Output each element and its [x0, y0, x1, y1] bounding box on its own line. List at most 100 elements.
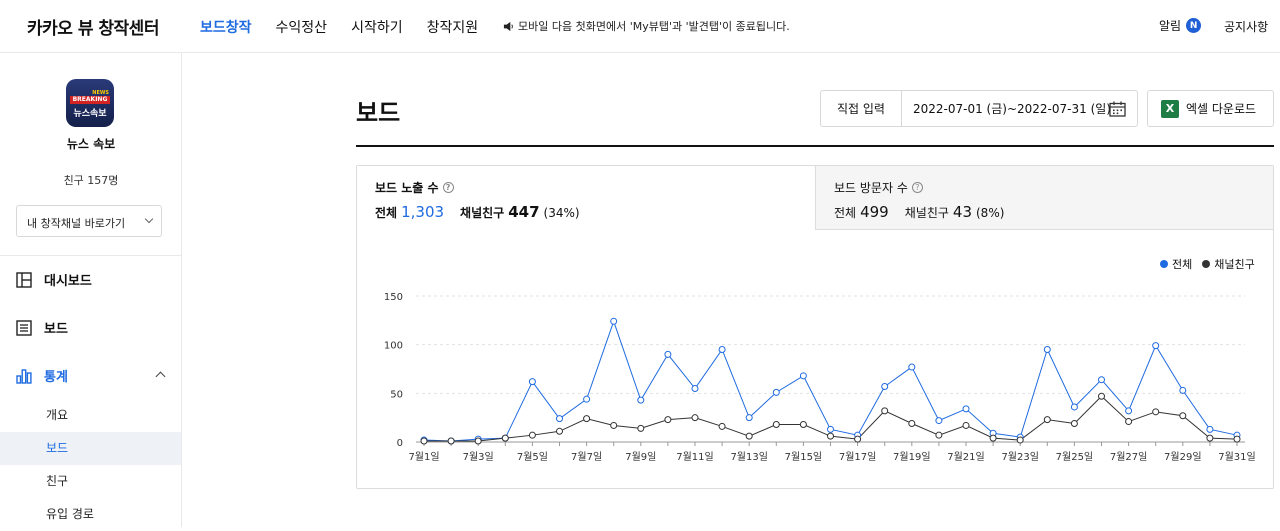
legend-dot: [1160, 260, 1168, 268]
data-point-total: [962, 405, 970, 413]
data-point-friends: [1016, 436, 1024, 444]
data-point-friends: [799, 420, 807, 428]
date-range-picker[interactable]: 2022-07-01 (금)~2022-07-31 (일): [902, 91, 1137, 126]
speaker-icon: [503, 21, 513, 31]
friends-percent: (8%): [976, 206, 1005, 220]
notices-link[interactable]: 공지사항: [1224, 20, 1269, 34]
y-tick-label: 0: [397, 438, 403, 449]
x-tick-label: 7월13일: [730, 451, 768, 463]
data-point-friends: [691, 414, 699, 422]
data-point-friends: [908, 420, 916, 428]
legend-label: 채널친구: [1214, 258, 1255, 271]
stats-card: 보드 노출 수? 전체 1,303 채널친구 447 (34%) 보드 방문자 …: [356, 165, 1274, 489]
friend-count: 친구 157명: [63, 174, 119, 187]
data-point-friends: [1043, 416, 1051, 424]
chevron-down-icon: [144, 214, 154, 224]
friends-value: 447: [508, 203, 540, 221]
sidebar-sub-friends[interactable]: 친구: [46, 474, 69, 488]
sidebar-item-stats[interactable]: 통계: [16, 366, 68, 385]
y-tick-label: 150: [384, 292, 403, 303]
nav-getting-started[interactable]: 시작하기: [351, 20, 403, 36]
data-point-friends: [528, 431, 536, 439]
channel-logo: NEWS BREAKING 뉴스속보: [66, 79, 114, 127]
line-chart: 0 50 100 150 7월1일 7월3일 7월5일 7월7일 7월9일 7월11일 7월13일 7…: [384, 292, 1256, 463]
sidebar-item-label: 보드: [44, 322, 68, 337]
x-tick-label: 7월29일: [1164, 451, 1202, 463]
data-point-friends: [501, 434, 509, 442]
title-rule: [356, 145, 1274, 147]
data-point-friends: [447, 437, 455, 445]
data-point-friends: [935, 431, 943, 439]
data-point-total: [908, 363, 916, 371]
data-point-friends: [474, 437, 482, 445]
total-label: 전체: [375, 206, 398, 220]
excel-download-label: 엑셀 다운로드: [1186, 102, 1257, 116]
direct-input-button[interactable]: 직접 입력: [821, 91, 902, 126]
sidebar-item-board[interactable]: 보드: [16, 318, 68, 337]
tab-board-impressions[interactable]: 보드 노출 수? 전체 1,303 채널친구 447 (34%): [357, 166, 815, 230]
brand-logo[interactable]: 카카오 뷰 창작센터: [27, 19, 159, 39]
x-tick-label: 7월23일: [1001, 451, 1038, 463]
data-point-friends: [583, 415, 591, 423]
sidebar-item-dashboard[interactable]: 대시보드: [16, 270, 92, 289]
sidebar-divider: [0, 255, 181, 256]
sidebar-item-label: 대시보드: [44, 274, 92, 289]
excel-download-button[interactable]: X 엑셀 다운로드: [1147, 90, 1274, 127]
help-icon[interactable]: ?: [442, 182, 454, 193]
channel-select[interactable]: 내 창작채널 바로가기: [16, 205, 162, 237]
notice-banner[interactable]: 모바일 다음 첫화면에서 'My뷰탭'과 '발견탭'이 종료됩니다.: [503, 18, 790, 34]
data-point-friends: [420, 437, 428, 445]
x-tick-label: 7월5일: [517, 451, 548, 463]
logo-breaking-text: BREAKING: [70, 96, 110, 104]
data-point-friends: [1125, 418, 1133, 426]
legend-item-total[interactable]: 전체: [1160, 256, 1192, 272]
total-label: 전체: [834, 206, 857, 220]
x-tick-label: 7월25일: [1056, 451, 1094, 463]
tab-board-visitors[interactable]: 보드 방문자 수? 전체 499 채널친구 43 (8%): [815, 166, 1273, 230]
data-point-friends: [989, 434, 997, 442]
data-point-friends: [1098, 392, 1105, 400]
data-point-friends: [1152, 408, 1160, 416]
data-point-total: [772, 388, 780, 396]
top-bar: 카카오 뷰 창작센터 보드창작 수익정산 시작하기 창작지원 모바일 다음 첫화…: [0, 0, 1280, 53]
legend-label: 전체: [1172, 258, 1193, 271]
data-point-friends: [1179, 412, 1187, 420]
data-point-friends: [881, 407, 889, 415]
logo-name-text: 뉴스속보: [73, 109, 107, 119]
chevron-up-icon[interactable]: [155, 371, 166, 382]
data-point-total: [583, 395, 591, 403]
x-tick-label: 7월21일: [947, 451, 985, 463]
sidebar: NEWS BREAKING 뉴스속보 뉴스 속보 친구 157명 내 창작채널 …: [0, 53, 182, 527]
channel-name: 뉴스 속보: [66, 137, 116, 151]
x-tick-label: 7월19일: [893, 451, 931, 463]
nav-creator-support[interactable]: 창작지원: [426, 20, 479, 36]
data-point-friends: [610, 421, 618, 429]
x-tick-label: 7월3일: [463, 451, 494, 463]
data-point-friends: [1070, 420, 1078, 428]
legend-item-friends[interactable]: 채널친구: [1202, 256, 1255, 272]
total-value: 1,303: [401, 203, 445, 221]
sidebar-item-label: 통계: [44, 370, 68, 385]
main-nav: 보드창작 수익정산 시작하기 창작지원: [200, 17, 478, 37]
data-point-total: [1179, 386, 1187, 394]
friends-label: 채널친구: [460, 206, 505, 220]
alarm-button[interactable]: 알림 N: [1159, 17, 1202, 34]
data-point-friends: [664, 416, 672, 424]
data-point-total: [610, 317, 618, 325]
data-point-total: [1043, 346, 1051, 354]
data-point-total: [881, 383, 889, 391]
date-filter: 직접 입력 2022-07-01 (금)~2022-07-31 (일): [820, 90, 1138, 127]
data-point-total: [664, 350, 672, 358]
data-point-total: [691, 384, 699, 392]
excel-icon: X: [1161, 99, 1179, 118]
sidebar-sub-referral[interactable]: 유입 경로: [46, 507, 94, 521]
nav-settlement[interactable]: 수익정산: [275, 20, 328, 36]
x-tick-label: 7월31일: [1218, 451, 1256, 463]
help-icon[interactable]: ?: [911, 182, 923, 193]
page-title: 보드: [356, 99, 401, 127]
nav-board-create[interactable]: 보드창작: [200, 20, 252, 36]
sidebar-sub-board[interactable]: 보드: [0, 432, 181, 465]
x-tick-label: 7월17일: [839, 451, 877, 463]
data-point-total: [1206, 425, 1214, 433]
sidebar-sub-overview[interactable]: 개요: [46, 408, 69, 422]
